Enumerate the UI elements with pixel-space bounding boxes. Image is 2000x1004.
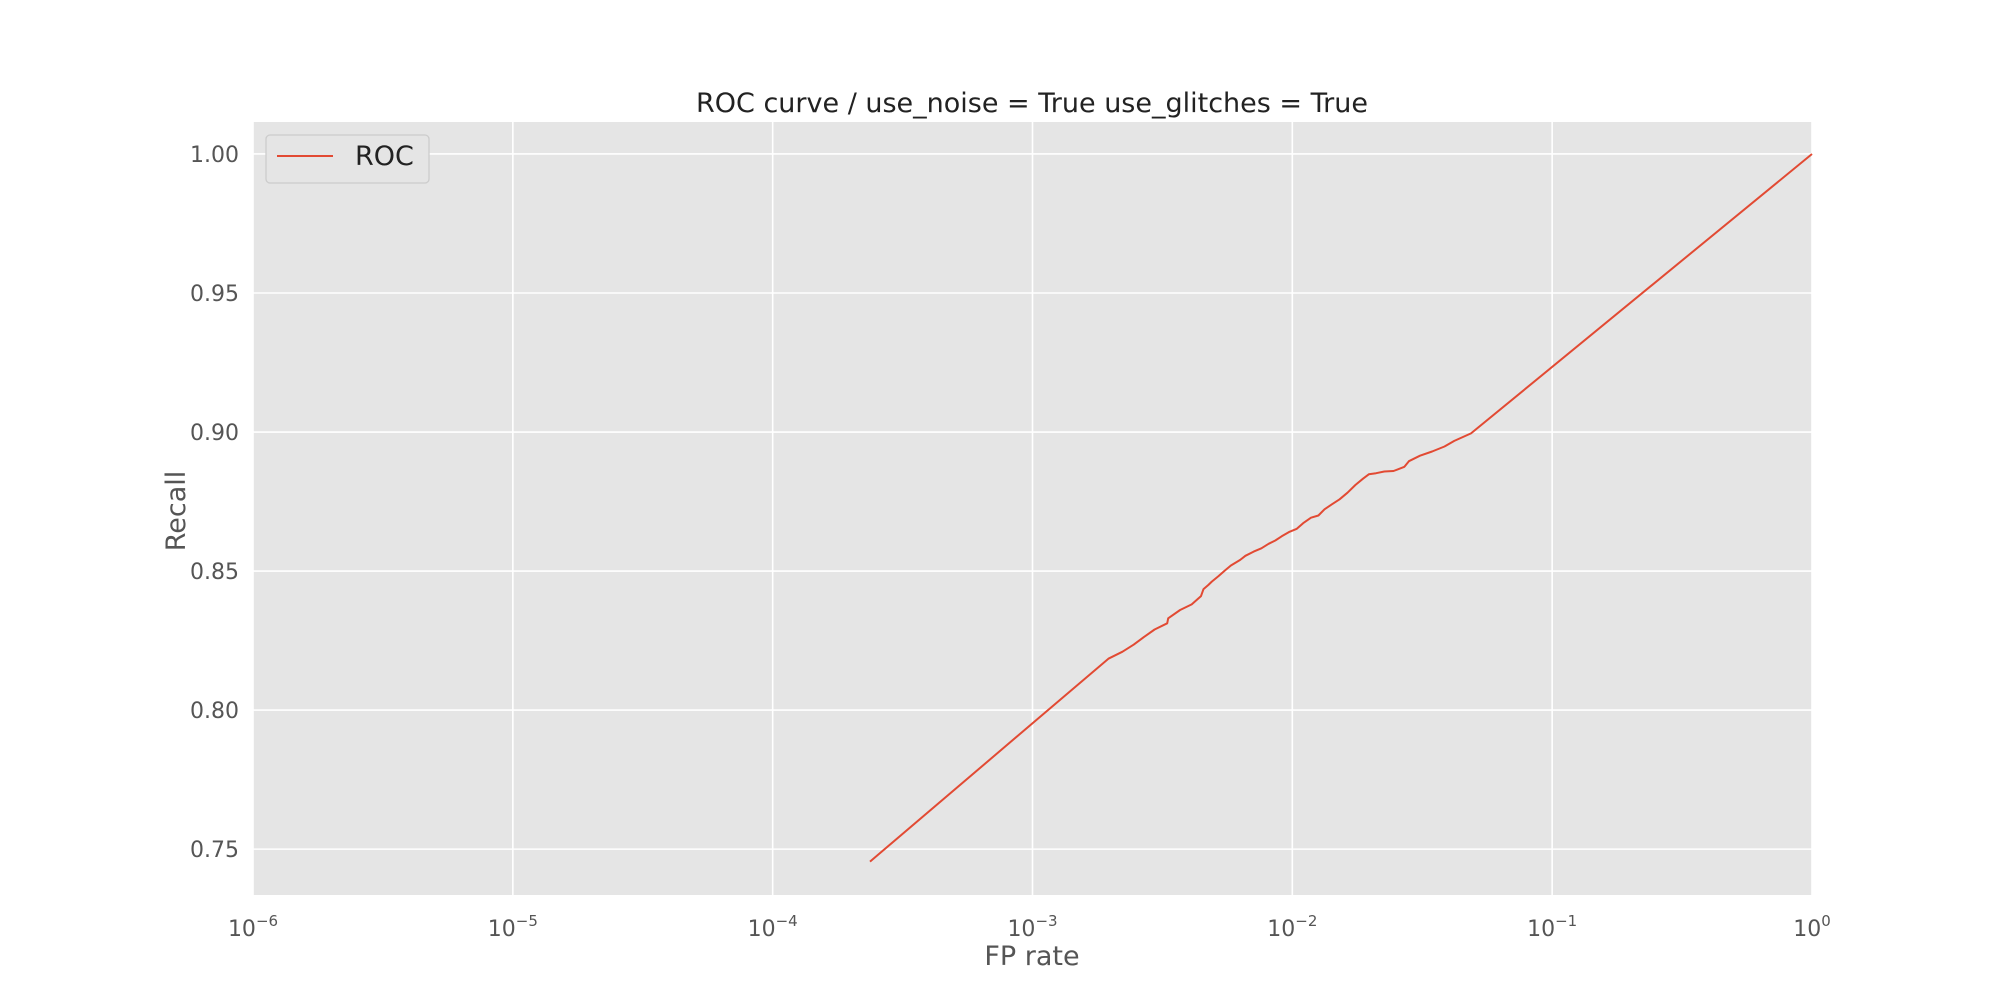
roc-series-line [869,153,1813,863]
y-tick-label: 0.95 [190,282,239,307]
x-tick-label: 10−6 [228,912,278,942]
x-axis-label: FP rate [984,941,1079,972]
x-tick-base: 10 [1793,917,1821,942]
legend-box [265,134,430,184]
y-tick-label: 0.85 [190,560,239,585]
x-tick-label: 10−2 [1267,912,1317,942]
x-tick-label: 10−5 [488,912,538,942]
legend-label: ROC [355,141,414,172]
y-axis-label: Recall [161,471,192,552]
x-tick-base: 10 [228,917,256,942]
series-layer [869,153,1813,863]
x-tick-exponent: −4 [776,912,798,930]
x-tick-base: 10 [1527,917,1555,942]
x-tick-exponent: −3 [1035,912,1057,930]
chart-title: ROC curve / use_noise = True use_glitche… [696,88,1368,119]
x-tick-label: 10−4 [748,912,798,942]
grid-lines [252,122,1813,895]
y-tick-label: 1.00 [190,143,239,168]
y-tick-label: 0.75 [190,838,239,863]
x-tick-exponent: −2 [1295,912,1317,930]
x-tick-base: 10 [748,917,776,942]
y-tick-label: 0.90 [190,421,239,446]
x-tick-base: 10 [1007,917,1035,942]
x-tick-exponent: −6 [256,912,278,930]
x-tick-label: 100 [1793,912,1831,942]
x-tick-exponent: −1 [1555,912,1577,930]
x-tick-label: 10−3 [1007,912,1057,942]
x-tick-exponent: 0 [1821,912,1831,930]
x-tick-base: 10 [1267,917,1295,942]
legend: ROC [265,134,430,184]
tick-labels: 10−6 10−5 10−4 10−3 10−2 10−1 1000.750.800.850… [190,143,1831,942]
x-tick-label: 10−1 [1527,912,1577,942]
x-tick-exponent: −5 [516,912,538,930]
y-tick-label: 0.80 [190,699,239,724]
x-tick-base: 10 [488,917,516,942]
